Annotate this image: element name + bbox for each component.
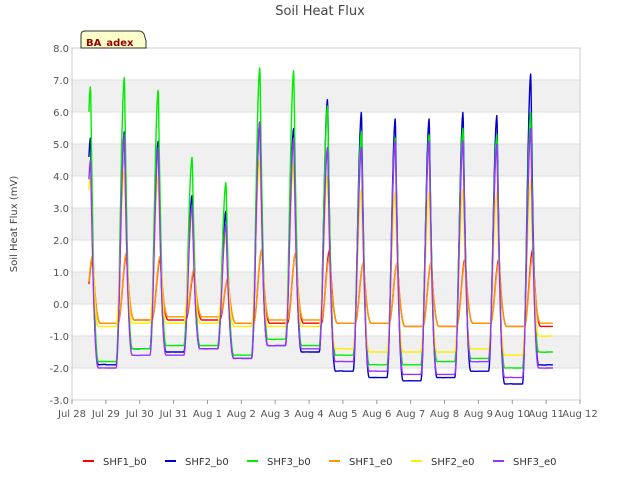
x-tick-label: Aug 12 xyxy=(562,409,597,420)
x-tick-label: Aug 5 xyxy=(328,409,357,420)
y-tick-label: -2.0 xyxy=(49,364,69,375)
y-axis-title: Soil Heat Flux (mV) xyxy=(9,176,20,273)
legend-label: SHF2_b0 xyxy=(185,457,229,468)
background-band xyxy=(72,208,580,240)
x-tick-label: Aug 8 xyxy=(430,409,459,420)
y-tick-label: 4.0 xyxy=(53,172,69,183)
y-tick-label: 1.0 xyxy=(53,268,69,279)
x-tick-label: Aug 10 xyxy=(495,409,530,420)
y-tick-label: 5.0 xyxy=(53,140,69,151)
y-tick-label: -1.0 xyxy=(49,332,69,343)
x-tick-label: Jul 29 xyxy=(91,409,120,420)
x-tick-label: Aug 9 xyxy=(464,409,493,420)
series-line-shf3-e0 xyxy=(88,121,554,379)
y-axis-ticks: -3.0 -2.0 -1.0 0.0 1.0 2.0 3.0 4.0 5.0 6.0 7.0 8.0 xyxy=(49,44,69,407)
legend: SHF1_b0 SHF2_b0 SHF3_b0 SHF1_e0 SHF2_e0 SHF3_… xyxy=(83,457,557,468)
chart-title: Soil Heat Flux xyxy=(275,4,365,19)
y-tick-label: 8.0 xyxy=(53,44,69,55)
legend-label: SHF1_e0 xyxy=(349,457,393,468)
x-tick-label: Jul 31 xyxy=(159,409,188,420)
plot-series xyxy=(88,67,554,385)
y-tick-label: -3.0 xyxy=(49,396,69,407)
x-tick-label: Aug 6 xyxy=(362,409,391,420)
y-tick-label: 7.0 xyxy=(53,76,69,87)
legend-label: SHF3_e0 xyxy=(513,457,557,468)
site-badge: BA_adex xyxy=(80,30,147,49)
site-badge-box xyxy=(80,30,147,49)
legend-label: SHF2_e0 xyxy=(431,457,475,468)
x-tick-label: Jul 30 xyxy=(125,409,154,420)
x-tick-label: Aug 1 xyxy=(193,409,222,420)
x-tick-label: Aug 4 xyxy=(295,409,324,420)
x-tick-label: Aug 7 xyxy=(396,409,425,420)
x-tick-label: Aug 3 xyxy=(261,409,290,420)
site-badge-label: BA_adex xyxy=(86,38,134,49)
background-band xyxy=(72,336,580,368)
plot-frame xyxy=(71,47,581,401)
legend-label: SHF1_b0 xyxy=(103,457,147,468)
x-tick-label: Aug 11 xyxy=(528,409,563,420)
y-tick-label: 6.0 xyxy=(53,108,69,119)
x-axis-ticks: Jul 28 Jul 29 Jul 30 Jul 31 Aug 1 Aug 2 Aug 3 A… xyxy=(57,400,598,420)
legend-label: SHF3_b0 xyxy=(267,457,311,468)
y-tick-label: 0.0 xyxy=(53,300,69,311)
y-tick-label: 3.0 xyxy=(53,204,69,215)
x-tick-label: Jul 28 xyxy=(57,409,86,420)
y-tick-label: 2.0 xyxy=(53,236,69,247)
x-tick-label: Aug 2 xyxy=(227,409,256,420)
